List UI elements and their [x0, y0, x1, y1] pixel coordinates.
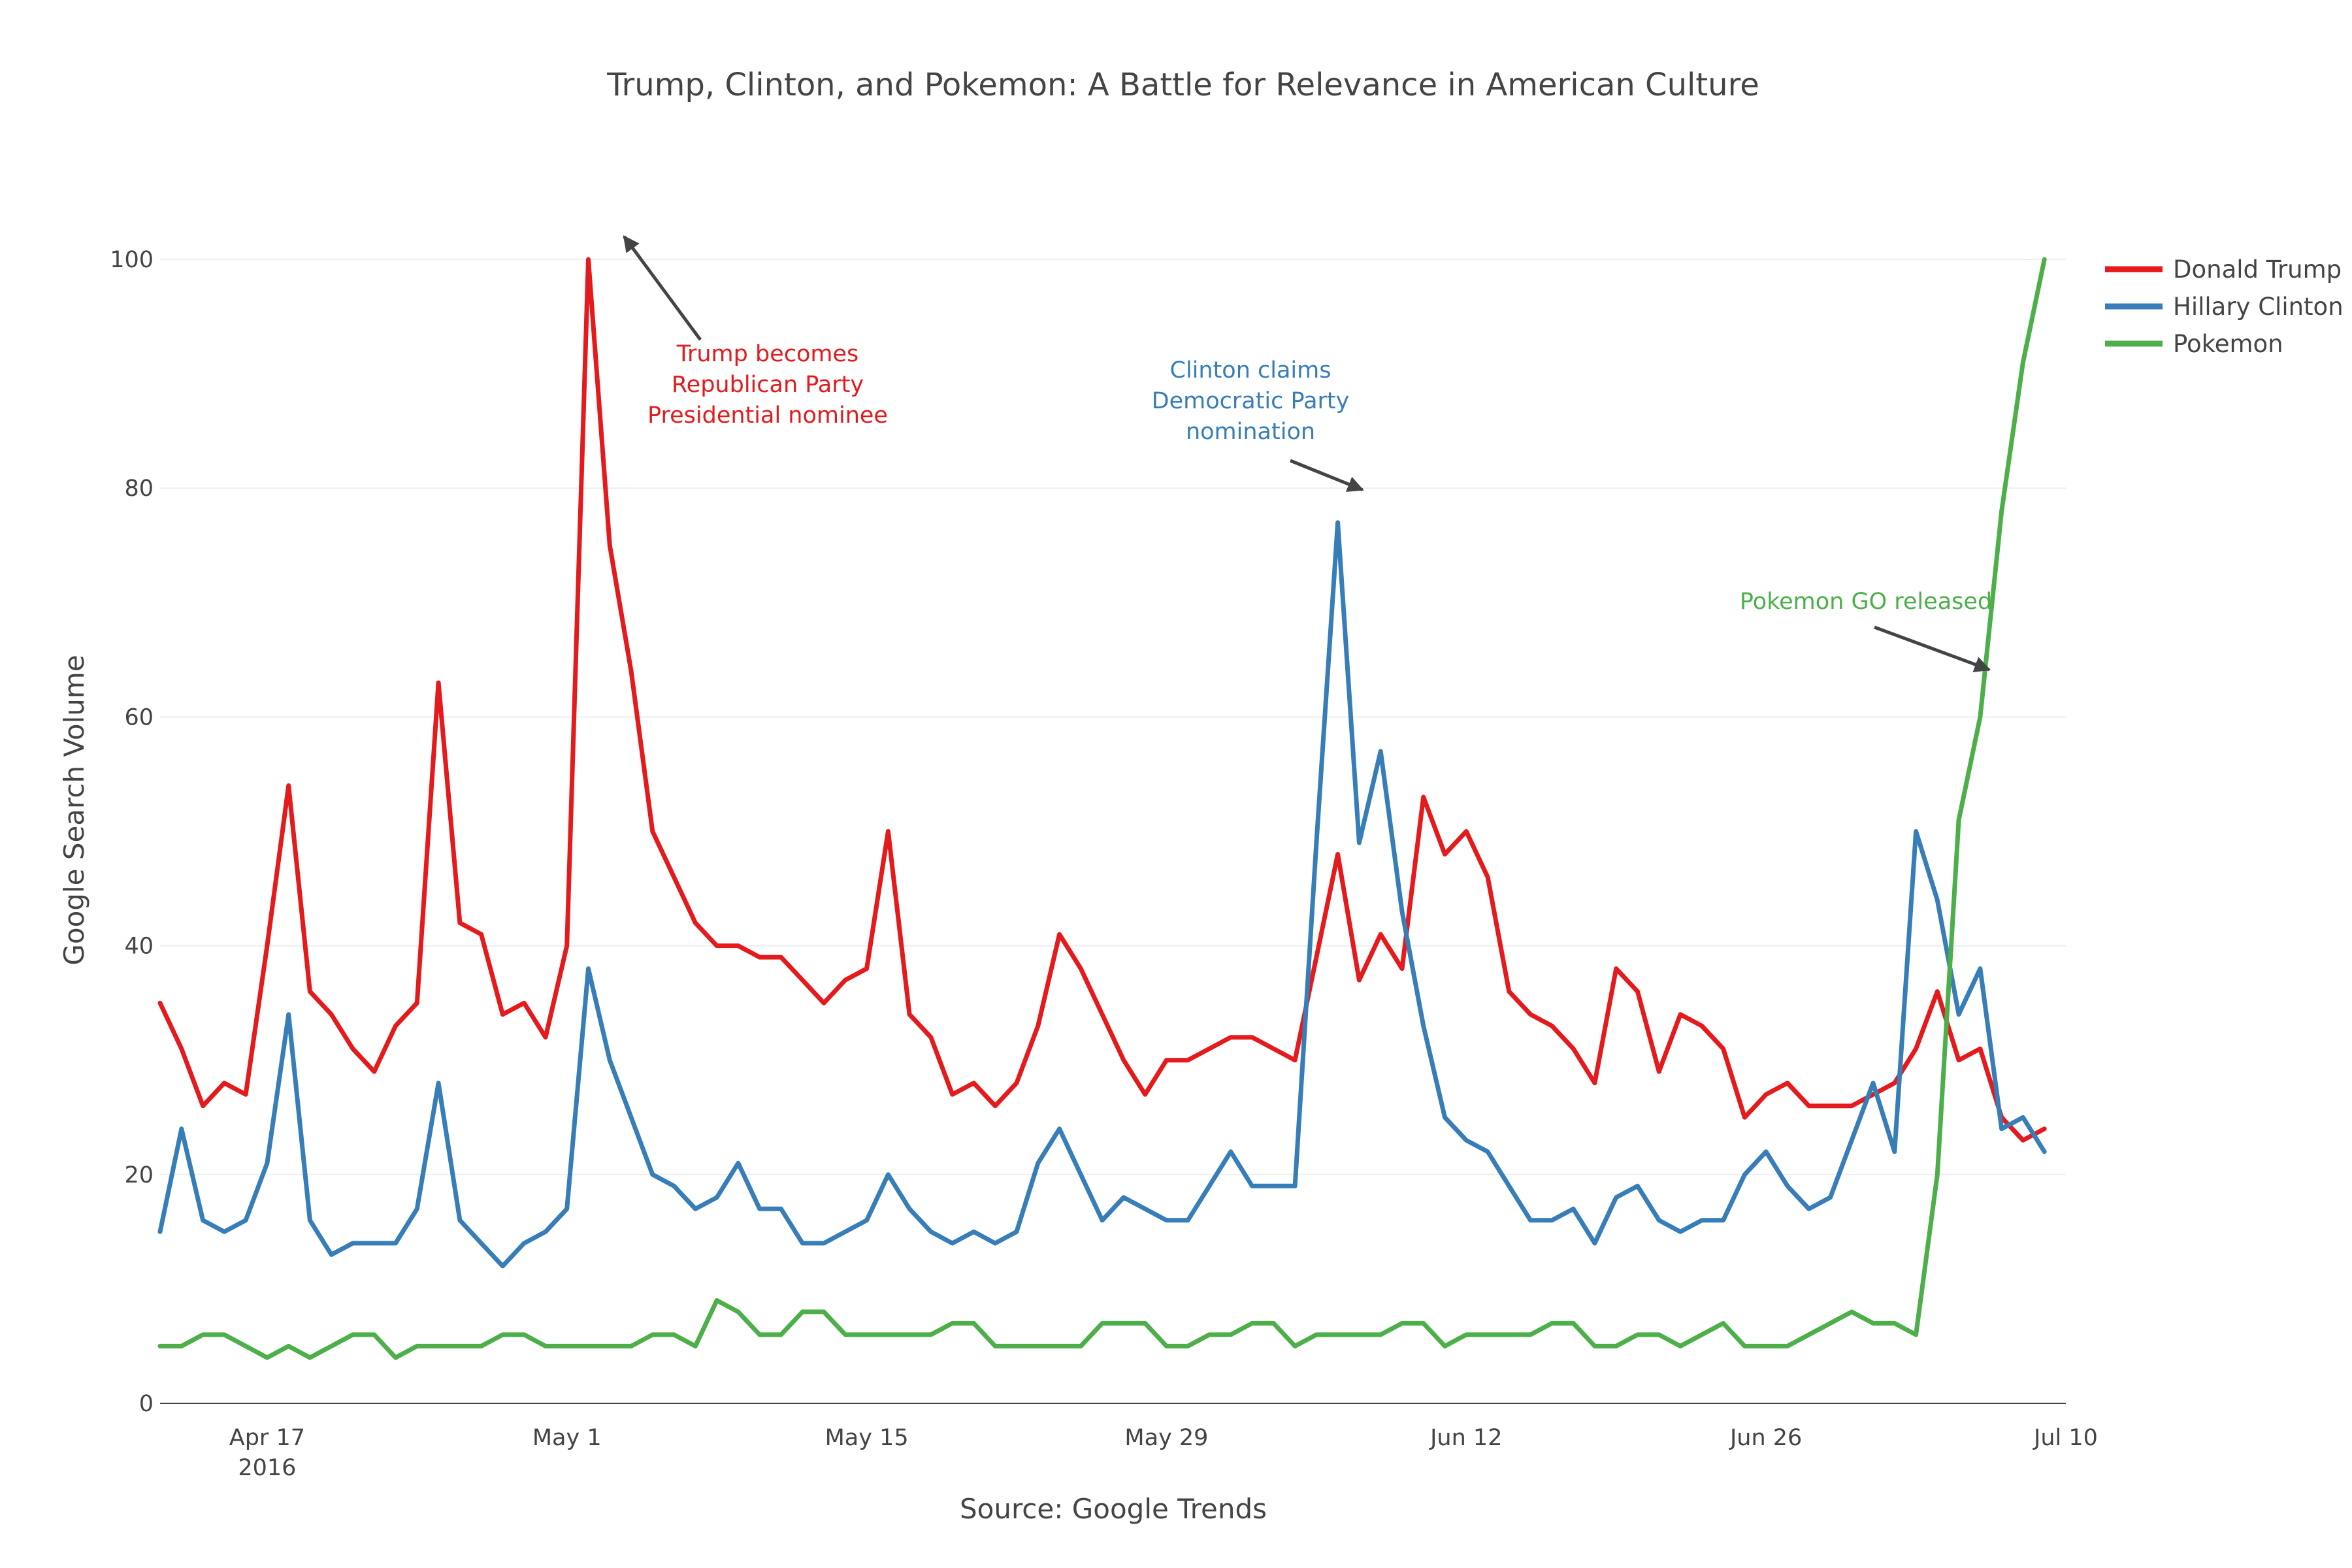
x-tick-label: Jul 10	[2033, 1425, 2098, 1451]
y-axis-ticks: 0 20 40 60 80 100	[110, 247, 154, 1417]
x-tick-label: May 1	[532, 1425, 602, 1451]
annotations: Trump becomes Republican Party Presidentia…	[623, 235, 1992, 672]
y-tick-label: 60	[124, 704, 154, 730]
series-line-donald-trump	[157, 257, 2047, 1143]
annotation-text: nomination	[1186, 419, 1315, 445]
x-tick-sublabel: 2016	[238, 1455, 296, 1481]
annotation-text: Clinton claims	[1170, 357, 1331, 384]
x-tick-label: May 29	[1124, 1425, 1208, 1451]
legend-label: Donald Trump	[2173, 255, 2342, 284]
annotation-arrow	[623, 235, 702, 341]
annotation-arrow	[1290, 459, 1364, 492]
annotation-text: Trump becomes	[676, 341, 859, 367]
series-line-pokemon	[157, 257, 2047, 1360]
y-tick-label: 80	[124, 476, 154, 502]
annotation-text: Democratic Party	[1152, 388, 1350, 414]
y-tick-label: 40	[124, 934, 154, 960]
y-tick-label: 20	[124, 1162, 154, 1188]
chart-title: Trump, Clinton, and Pokemon: A Battle fo…	[606, 67, 1759, 103]
x-tick-label: Apr 17	[229, 1425, 305, 1451]
annotation-text: Presidential nominee	[647, 402, 888, 429]
grid-lines	[160, 259, 2066, 1404]
annotation-arrow	[1874, 625, 1991, 672]
annotation-text: Republican Party	[672, 372, 864, 398]
annotation-text: Pokemon GO released	[1740, 589, 1992, 615]
series-line-hillary-clinton	[157, 520, 2047, 1269]
y-tick-label: 0	[139, 1391, 154, 1417]
series-lines	[157, 257, 2047, 1360]
legend: Donald Trump Hillary Clinton Pokemon	[2105, 255, 2344, 358]
y-tick-label: 100	[110, 247, 154, 273]
y-axis-title: Google Search Volume	[58, 655, 90, 965]
x-axis-ticks: Apr 17 2016 May 1 May 15 May 29 Jun 12 Jun 26 J…	[229, 1425, 2098, 1481]
x-tick-label: Jun 26	[1729, 1425, 1802, 1451]
legend-label: Hillary Clinton	[2173, 293, 2344, 321]
legend-label: Pokemon	[2173, 330, 2283, 358]
x-tick-label: Jun 12	[1429, 1425, 1502, 1451]
x-tick-label: May 15	[825, 1425, 909, 1451]
x-axis-title: Source: Google Trends	[960, 1493, 1267, 1525]
